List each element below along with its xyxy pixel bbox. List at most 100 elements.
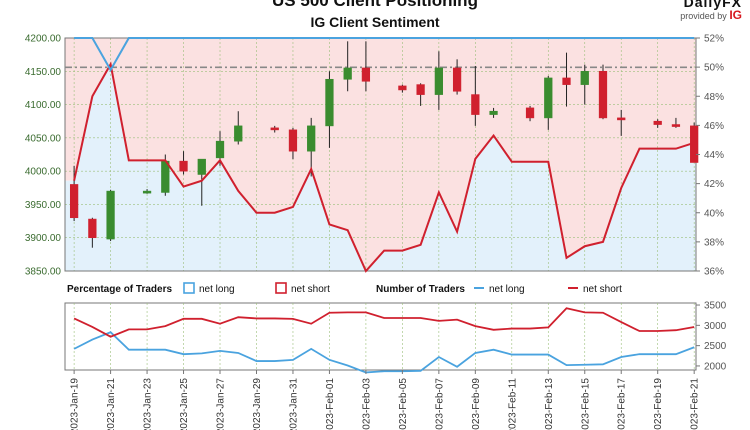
candle-body [307, 125, 316, 152]
traders-axis: 2000 2500 3000 3500 [696, 301, 727, 372]
candle-body [69, 184, 79, 219]
legend-pct-short-label: net short [291, 284, 330, 295]
candle-body [325, 78, 334, 127]
candle-body [270, 127, 279, 131]
pct-tick-label: 40% [704, 208, 724, 219]
candle-body [88, 218, 97, 239]
price-tick-label: 4200.00 [25, 34, 62, 45]
candle-body [544, 77, 553, 119]
date-tick-label: 2023-Jan-23 [143, 378, 154, 430]
candle-body [288, 129, 298, 152]
candle-body [142, 190, 152, 194]
pct-tick-label: 36% [704, 267, 724, 278]
percentage-net-short-line [73, 37, 695, 273]
pct-tick-label: 50% [704, 63, 724, 74]
legend-num-title: Number of Traders [376, 284, 465, 295]
pct-net-long-series [74, 37, 695, 73]
price-axis: 3850.00 3900.00 3950.00 4000.00 4050.00 4100.… [25, 34, 62, 278]
legend: Percentage of Traders net long net short… [67, 282, 622, 295]
date-tick-label: 2023-Feb-09 [471, 378, 482, 430]
candlesticks [69, 41, 699, 248]
traders-panel-frame [64, 302, 697, 371]
candle-body [598, 70, 608, 119]
pct-tick-label: 52% [704, 34, 724, 45]
candle-body [361, 67, 371, 82]
candle-body [106, 190, 115, 240]
date-tick-label: 2023-Feb-11 [507, 378, 518, 430]
date-tick-label: 2023-Jan-27 [216, 378, 227, 430]
price-tick-label: 4100.00 [25, 100, 62, 111]
candle-body [416, 84, 425, 95]
date-tick-label: 2023-Feb-01 [325, 378, 336, 430]
legend-pct-title: Percentage of Traders [67, 284, 172, 295]
candle-body [434, 67, 443, 95]
sentiment-area-fill [65, 38, 696, 272]
page-title: US 500 Client Positioning [272, 0, 478, 10]
legend-pct-long-label: net long [199, 284, 235, 295]
candle-body [471, 94, 480, 115]
date-tick-label: 2023-Feb-15 [580, 378, 591, 430]
pct-tick-label: 46% [704, 121, 724, 132]
num-net-short-series [73, 307, 695, 338]
date-tick-label: 2023-Jan-19 [70, 378, 81, 430]
candle-body [179, 160, 188, 172]
legend-pct-short-swatch [275, 282, 287, 294]
date-tick-label: 2023-Feb-21 [690, 378, 701, 430]
candle-body [671, 124, 681, 127]
candle-body [489, 110, 498, 115]
date-tick-label: 2023-Jan-25 [179, 378, 190, 430]
price-tick-label: 4000.00 [25, 167, 62, 178]
date-axis: 2023-Jan-19 2023-Jan-21 2023-Jan-23 2023-Ja… [70, 370, 701, 430]
pct-tick-label: 42% [704, 179, 724, 190]
pct-tick-label: 44% [704, 150, 724, 161]
price-tick-label: 4050.00 [25, 133, 62, 144]
date-tick-label: 2023-Feb-17 [617, 378, 628, 430]
net-short-area [65, 38, 696, 271]
pct-net-short-series [73, 61, 695, 273]
date-tick-label: 2023-Feb-03 [361, 378, 372, 430]
candle-body [580, 70, 589, 85]
pct-tick-label: 48% [704, 92, 724, 103]
date-tick-label: 2023-Jan-21 [106, 378, 117, 430]
legend-pct-long-swatch [183, 282, 195, 294]
price-tick-label: 3900.00 [25, 233, 62, 244]
net-long-area [65, 64, 696, 272]
ig-logo: IG [729, 8, 742, 22]
date-tick-label: 2023-Jan-29 [252, 378, 263, 430]
pct-tick-label: 38% [704, 237, 724, 248]
candle-body [197, 158, 206, 175]
price-tick-label: 4150.00 [25, 67, 62, 78]
price-panel: 3850.00 3900.00 3950.00 4000.00 4050.00 4100.… [25, 34, 724, 278]
dailyfx-logo: DailyFX [683, 0, 742, 10]
candle-body [562, 77, 571, 85]
date-tick-label: 2023-Feb-07 [434, 378, 445, 430]
date-tick-label: 2023-Feb-13 [544, 378, 555, 430]
traders-tick-label: 3500 [704, 301, 727, 312]
candle-body [215, 140, 225, 159]
provided-by-text: provided by IG [680, 8, 742, 22]
date-tick-label: 2023-Feb-05 [398, 378, 409, 430]
percentage-axis: 36% 38% 40% 42% 44% 46% 48% 50% 52% [696, 34, 724, 278]
candle-body [452, 67, 462, 92]
date-tick-label: 2023-Feb-19 [653, 378, 664, 430]
date-tick-label: 2023-Jan-31 [288, 378, 299, 430]
chart-subtitle: IG Client Sentiment [310, 14, 440, 30]
num-net-long-series [73, 331, 695, 374]
legend-num-short-label: net short [583, 284, 622, 295]
traders-tick-label: 2500 [704, 341, 727, 352]
candle-body [398, 85, 407, 91]
candle-body [653, 120, 662, 125]
legend-num-long-label: net long [489, 284, 525, 295]
price-tick-label: 3950.00 [25, 200, 62, 211]
brand-logo: DailyFX provided by IG [680, 0, 742, 22]
candle-body [525, 107, 535, 119]
price-tick-label: 3850.00 [25, 267, 62, 278]
candle-body [234, 125, 243, 142]
traders-tick-label: 2000 [704, 361, 727, 372]
candle-body [617, 117, 626, 121]
traders-tick-label: 3000 [704, 321, 727, 332]
candle-body [343, 67, 352, 80]
traders-lines [73, 307, 695, 374]
